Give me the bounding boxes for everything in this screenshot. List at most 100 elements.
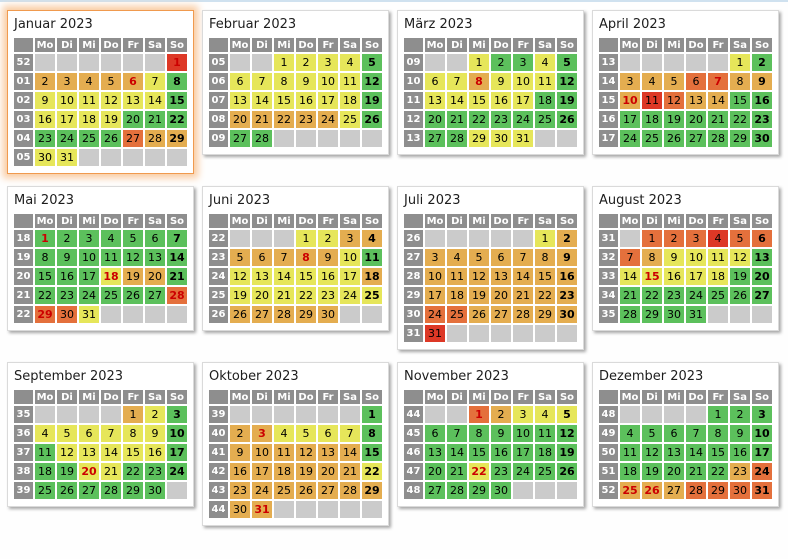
day-cell-maerz-22[interactable]: 22 [469, 111, 489, 128]
day-cell-november-15[interactable]: 15 [469, 444, 489, 461]
day-cell-november-4[interactable]: 4 [535, 406, 555, 423]
day-cell-april-19[interactable]: 19 [664, 111, 684, 128]
day-cell-februar-8[interactable]: 8 [274, 73, 294, 90]
day-cell-august-6[interactable]: 6 [752, 230, 772, 247]
day-cell-juni-13[interactable]: 13 [252, 268, 272, 285]
day-cell-dezember-29[interactable]: 29 [708, 482, 728, 499]
day-cell-maerz-23[interactable]: 23 [491, 111, 511, 128]
day-cell-juli-25[interactable]: 25 [447, 306, 467, 323]
day-cell-oktober-28[interactable]: 28 [340, 482, 360, 499]
day-cell-oktober-31[interactable]: 31 [252, 501, 272, 518]
day-cell-maerz-15[interactable]: 15 [469, 92, 489, 109]
day-cell-april-11[interactable]: 11 [642, 92, 662, 109]
day-cell-juni-27[interactable]: 27 [252, 306, 272, 323]
day-cell-februar-22[interactable]: 22 [274, 111, 294, 128]
day-cell-maerz-31[interactable]: 31 [513, 130, 533, 147]
day-cell-dezember-2[interactable]: 2 [730, 406, 750, 423]
day-cell-august-27[interactable]: 27 [752, 287, 772, 304]
day-cell-dezember-7[interactable]: 7 [686, 425, 706, 442]
day-cell-juli-18[interactable]: 18 [447, 287, 467, 304]
day-cell-dezember-10[interactable]: 10 [752, 425, 772, 442]
day-cell-juli-21[interactable]: 21 [513, 287, 533, 304]
day-cell-februar-6[interactable]: 6 [230, 73, 250, 90]
day-cell-november-21[interactable]: 21 [447, 463, 467, 480]
day-cell-dezember-28[interactable]: 28 [686, 482, 706, 499]
day-cell-august-14[interactable]: 14 [620, 268, 640, 285]
day-cell-juni-15[interactable]: 15 [296, 268, 316, 285]
day-cell-januar-18[interactable]: 18 [79, 111, 99, 128]
day-cell-januar-4[interactable]: 4 [79, 73, 99, 90]
day-cell-august-19[interactable]: 19 [730, 268, 750, 285]
day-cell-februar-19[interactable]: 19 [362, 92, 382, 109]
day-cell-dezember-13[interactable]: 13 [664, 444, 684, 461]
day-cell-september-16[interactable]: 16 [145, 444, 165, 461]
day-cell-januar-14[interactable]: 14 [145, 92, 165, 109]
day-cell-september-20[interactable]: 20 [79, 463, 99, 480]
day-cell-august-7[interactable]: 7 [620, 249, 640, 266]
day-cell-august-18[interactable]: 18 [708, 268, 728, 285]
day-cell-november-29[interactable]: 29 [469, 482, 489, 499]
day-cell-mai-12[interactable]: 12 [123, 249, 143, 266]
day-cell-juli-2[interactable]: 2 [557, 230, 577, 247]
day-cell-juli-15[interactable]: 15 [535, 268, 555, 285]
day-cell-dezember-21[interactable]: 21 [686, 463, 706, 480]
day-cell-april-20[interactable]: 20 [686, 111, 706, 128]
day-cell-april-6[interactable]: 6 [686, 73, 706, 90]
day-cell-oktober-21[interactable]: 21 [340, 463, 360, 480]
day-cell-mai-27[interactable]: 27 [145, 287, 165, 304]
day-cell-september-21[interactable]: 21 [101, 463, 121, 480]
day-cell-mai-31[interactable]: 31 [79, 306, 99, 323]
day-cell-februar-15[interactable]: 15 [274, 92, 294, 109]
day-cell-mai-7[interactable]: 7 [167, 230, 187, 247]
day-cell-mai-29[interactable]: 29 [35, 306, 55, 323]
day-cell-juli-24[interactable]: 24 [425, 306, 445, 323]
day-cell-februar-24[interactable]: 24 [318, 111, 338, 128]
day-cell-oktober-12[interactable]: 12 [296, 444, 316, 461]
day-cell-november-18[interactable]: 18 [535, 444, 555, 461]
day-cell-november-25[interactable]: 25 [535, 463, 555, 480]
day-cell-januar-12[interactable]: 12 [101, 92, 121, 109]
day-cell-februar-18[interactable]: 18 [340, 92, 360, 109]
day-cell-juni-24[interactable]: 24 [340, 287, 360, 304]
day-cell-januar-7[interactable]: 7 [145, 73, 165, 90]
day-cell-maerz-3[interactable]: 3 [513, 54, 533, 71]
day-cell-juli-30[interactable]: 30 [557, 306, 577, 323]
day-cell-april-30[interactable]: 30 [752, 130, 772, 147]
day-cell-oktober-14[interactable]: 14 [340, 444, 360, 461]
day-cell-april-18[interactable]: 18 [642, 111, 662, 128]
day-cell-januar-11[interactable]: 11 [79, 92, 99, 109]
day-cell-dezember-31[interactable]: 31 [752, 482, 772, 499]
day-cell-oktober-22[interactable]: 22 [362, 463, 382, 480]
day-cell-september-14[interactable]: 14 [101, 444, 121, 461]
day-cell-maerz-20[interactable]: 20 [425, 111, 445, 128]
day-cell-juli-23[interactable]: 23 [557, 287, 577, 304]
day-cell-maerz-1[interactable]: 1 [469, 54, 489, 71]
day-cell-september-12[interactable]: 12 [57, 444, 77, 461]
day-cell-mai-26[interactable]: 26 [123, 287, 143, 304]
day-cell-november-6[interactable]: 6 [425, 425, 445, 442]
day-cell-dezember-19[interactable]: 19 [642, 463, 662, 480]
day-cell-august-12[interactable]: 12 [730, 249, 750, 266]
day-cell-juni-21[interactable]: 21 [274, 287, 294, 304]
day-cell-februar-5[interactable]: 5 [362, 54, 382, 71]
day-cell-februar-25[interactable]: 25 [340, 111, 360, 128]
day-cell-juli-10[interactable]: 10 [425, 268, 445, 285]
day-cell-dezember-14[interactable]: 14 [686, 444, 706, 461]
day-cell-februar-3[interactable]: 3 [318, 54, 338, 71]
day-cell-januar-19[interactable]: 19 [101, 111, 121, 128]
day-cell-august-13[interactable]: 13 [752, 249, 772, 266]
day-cell-oktober-16[interactable]: 16 [230, 463, 250, 480]
day-cell-juni-4[interactable]: 4 [362, 230, 382, 247]
day-cell-oktober-3[interactable]: 3 [252, 425, 272, 442]
day-cell-dezember-23[interactable]: 23 [730, 463, 750, 480]
day-cell-mai-6[interactable]: 6 [145, 230, 165, 247]
day-cell-september-26[interactable]: 26 [57, 482, 77, 499]
day-cell-dezember-5[interactable]: 5 [642, 425, 662, 442]
day-cell-januar-24[interactable]: 24 [57, 130, 77, 147]
day-cell-april-29[interactable]: 29 [730, 130, 750, 147]
day-cell-september-18[interactable]: 18 [35, 463, 55, 480]
day-cell-april-25[interactable]: 25 [642, 130, 662, 147]
day-cell-februar-11[interactable]: 11 [340, 73, 360, 90]
day-cell-maerz-9[interactable]: 9 [491, 73, 511, 90]
day-cell-november-9[interactable]: 9 [491, 425, 511, 442]
